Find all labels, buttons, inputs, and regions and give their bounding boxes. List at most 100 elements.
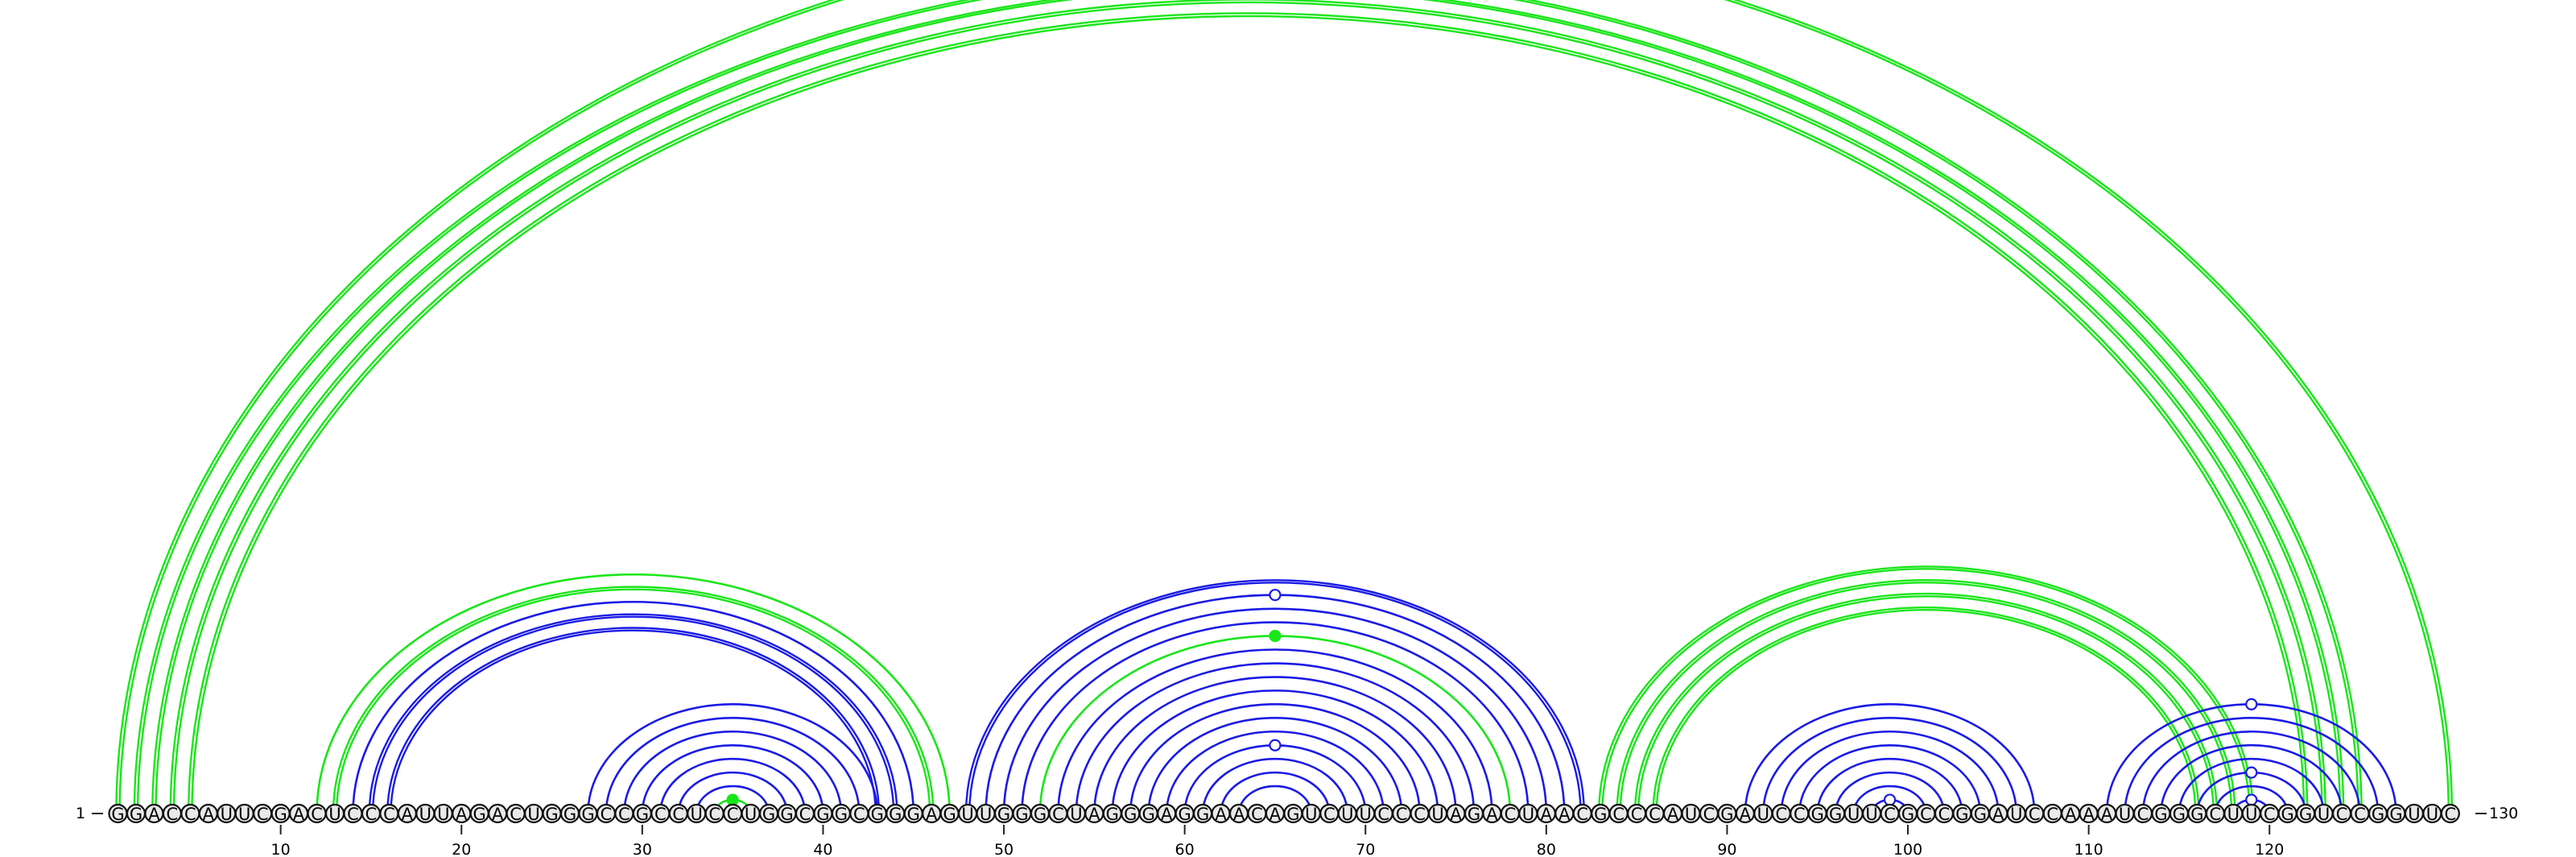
nucleotide-letter: G [2173, 805, 2186, 824]
nucleotide: A [1266, 805, 1284, 824]
nucleotide: A [398, 805, 416, 824]
arc-marker-52-78 [1269, 631, 1280, 641]
nucleotide: C [850, 805, 868, 824]
nucleotide-letter: A [1088, 805, 1100, 824]
start-position-label: 1 [76, 805, 85, 822]
nucleotide: A [1664, 805, 1682, 824]
nucleotide: C [706, 805, 724, 824]
tick-label: 80 [1537, 841, 1556, 857]
nucleotide: G [2297, 805, 2314, 824]
nucleotide-letter: G [1178, 805, 1191, 824]
nucleotide: G [1104, 805, 1121, 824]
nucleotide: C [1918, 805, 1935, 824]
nucleotide-letter: U [527, 805, 539, 824]
nucleotide: G [634, 805, 651, 824]
nucleotide: U [1845, 805, 1863, 824]
nucleotide: G [2170, 805, 2188, 824]
nucleotide: A [1555, 805, 1573, 824]
nucleotide-letter: G [1286, 805, 1299, 824]
tick-label: 60 [1175, 841, 1195, 857]
nucleotide: A [2098, 805, 2116, 824]
nucleotide-letter: C [1414, 805, 1426, 824]
arc-48-82 [966, 580, 1584, 814]
nucleotide: U [1863, 805, 1880, 824]
nucleotide: C [1773, 805, 1790, 824]
nucleotide: U [2243, 805, 2260, 824]
nucleotide-letter: U [1360, 805, 1372, 824]
nucleotide-letter: U [1522, 805, 1534, 824]
nucleotide-letter: U [221, 805, 233, 824]
nucleotide-letter: A [1486, 805, 1498, 824]
nucleotide-letter: U [328, 805, 341, 824]
nucleotide-letter: A [1215, 805, 1227, 824]
nucleotide: A [1447, 805, 1465, 824]
arc-marker-49-81 [1269, 590, 1280, 600]
nucleotide: G [995, 805, 1013, 824]
nucleotide-letter: G [581, 805, 594, 824]
nucleotide-letter: C [1396, 805, 1408, 824]
nucleotide-letter: G [1974, 805, 1987, 824]
nucleotide: A [1538, 805, 1555, 824]
nucleotide-letter: G [762, 805, 775, 824]
nucleotide-letter: C [853, 805, 865, 824]
nucleotide: U [1754, 805, 1772, 824]
nucleotide: C [2025, 805, 2043, 824]
nucleotide: A [2062, 805, 2079, 824]
nucleotide-letter: C [383, 805, 395, 824]
nucleotide: C [1935, 805, 1953, 824]
nucleotide: A [1085, 805, 1103, 824]
nucleotide: C [2442, 805, 2459, 824]
nucleotide: C [1628, 805, 1645, 824]
nucleotide-letter: A [1161, 805, 1173, 824]
nucleotide: U [977, 805, 995, 824]
nucleotide: A [1212, 805, 1230, 824]
nucleotide-letter: A [2101, 805, 2113, 824]
nucleotide: A [923, 805, 940, 824]
nucleotide-letter: C [2336, 805, 2348, 824]
nucleotide-letter: G [2372, 805, 2384, 824]
nucleotide-letter: U [980, 805, 992, 824]
nucleotide: U [1429, 805, 1447, 824]
nucleotide-letter: U [2010, 805, 2022, 824]
nucleotide-letter: A [402, 805, 414, 824]
end-position-label: 130 [2489, 805, 2518, 822]
nucleotide-letter: C [347, 805, 359, 824]
nucleotide: G [2387, 805, 2405, 824]
nucleotide-letter: G [835, 805, 848, 824]
nucleotide: G [1140, 805, 1158, 824]
tick-label: 20 [452, 841, 471, 857]
tick-label: 40 [813, 841, 832, 857]
nucleotide: U [326, 805, 344, 824]
nucleotide-letter: C [2264, 805, 2276, 824]
nucleotide: U [742, 805, 760, 824]
nucleotide-letter: G [1955, 805, 1968, 824]
arc-marker-98-100 [1885, 795, 1895, 805]
nucleotide-letter: G [2299, 805, 2312, 824]
tick-label: 110 [2074, 841, 2103, 857]
nucleotide: C [1049, 805, 1067, 824]
nucleotide: C [163, 805, 181, 824]
nucleotide-letter: C [1703, 805, 1715, 824]
nucleotide: C [2207, 805, 2224, 824]
nucleotide-letter: A [1558, 805, 1571, 824]
nucleotide: U [2405, 805, 2423, 824]
arc-marker-116-122 [2246, 768, 2256, 778]
nucleotide-letter: G [1594, 805, 1607, 824]
nucleotide: C [2044, 805, 2062, 824]
nucleotide: U [2116, 805, 2134, 824]
nucleotide-letter: G [871, 805, 884, 824]
nucleotide-letter: G [2281, 805, 2294, 824]
nucleotide-letter: U [419, 805, 431, 824]
nucleotide: G [1953, 805, 1971, 824]
nucleotide-letter: A [1269, 805, 1282, 824]
nucleotide: G [272, 805, 290, 824]
nucleotide-letter: G [130, 805, 142, 824]
nucleotide-letter: G [636, 805, 649, 824]
nucleotide-letter: G [907, 805, 920, 824]
nucleotide-letter: G [889, 805, 902, 824]
arc-60-70 [1185, 745, 1366, 814]
nucleotide: G [1284, 805, 1302, 824]
nucleotide-letter: C [1052, 805, 1064, 824]
arc-16-43 [387, 627, 879, 814]
nucleotide: C [1375, 805, 1393, 824]
